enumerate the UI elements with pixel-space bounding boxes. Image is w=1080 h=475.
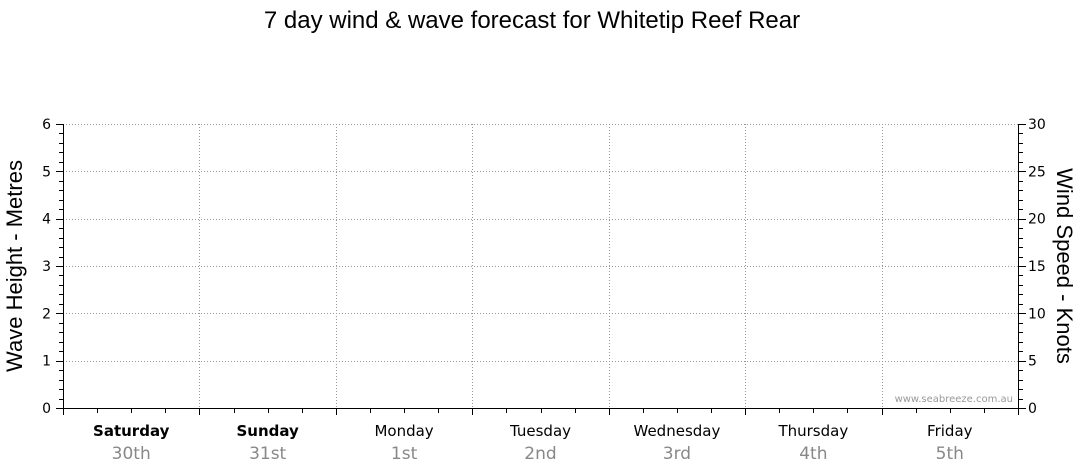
y-tick-label-right: 20 xyxy=(1028,212,1046,228)
y-tick-label-right: 5 xyxy=(1028,354,1037,370)
day-label: Thursday xyxy=(777,422,848,440)
y-tick-label-left: 2 xyxy=(42,306,51,322)
y-axis-title-right: Wind Speed - Knots xyxy=(1052,168,1077,364)
day-label: Sunday xyxy=(236,422,299,440)
day-label: Wednesday xyxy=(634,422,721,440)
day-label: Friday xyxy=(927,422,973,440)
day-label: Tuesday xyxy=(509,422,571,440)
date-label: 30th xyxy=(112,444,151,464)
y-tick-label-left: 6 xyxy=(42,117,51,133)
date-label: 3rd xyxy=(663,444,691,464)
y-tick-labels-right: 0 5 10 15 20 25 30 xyxy=(1028,117,1046,417)
y-tick-label-left: 5 xyxy=(42,164,51,180)
y-tick-label-left: 4 xyxy=(42,212,51,228)
day-label: Monday xyxy=(374,422,433,440)
y-tick-label-left: 0 xyxy=(42,401,51,417)
y-tick-label-right: 30 xyxy=(1028,117,1046,133)
date-label: 5th xyxy=(936,444,964,464)
y-tick-label-right: 10 xyxy=(1028,306,1046,322)
chart-title: 7 day wind & wave forecast for Whitetip … xyxy=(264,7,800,34)
gridlines xyxy=(63,124,1018,408)
date-label: 31st xyxy=(249,444,286,464)
watermark: www.seabreeze.com.au xyxy=(895,394,1013,405)
date-label: 1st xyxy=(391,444,418,464)
date-label: 4th xyxy=(799,444,827,464)
axes xyxy=(56,124,1026,415)
y-tick-label-right: 25 xyxy=(1028,164,1046,180)
date-labels: 30th 31st 1st 2nd 3rd 4th 5th xyxy=(112,444,964,464)
y-axis-title-left: Wave Height - Metres xyxy=(2,160,27,372)
date-label: 2nd xyxy=(524,444,556,464)
y-tick-label-right: 15 xyxy=(1028,259,1046,275)
y-tick-label-left: 1 xyxy=(42,354,51,370)
y-tick-labels-left: 0 1 2 3 4 5 6 xyxy=(42,117,51,417)
y-tick-label-right: 0 xyxy=(1028,401,1037,417)
day-labels: Saturday Sunday Monday Tuesday Wednesday Thur… xyxy=(93,422,973,440)
y-tick-label-left: 3 xyxy=(42,259,51,275)
day-label: Saturday xyxy=(93,422,170,440)
